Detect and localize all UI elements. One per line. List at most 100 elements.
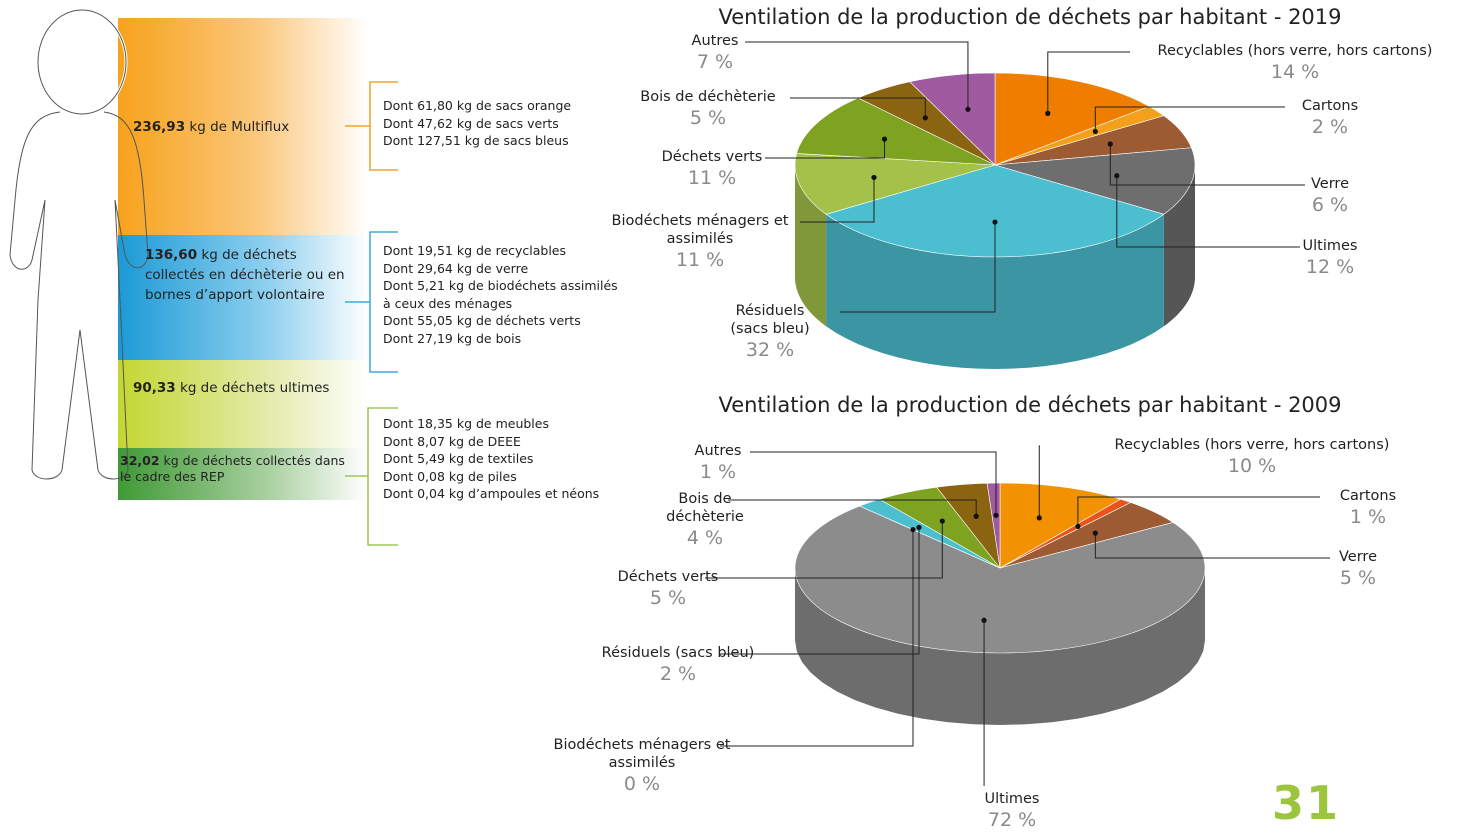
leader-line [728,499,977,517]
slice-label: Recyclables (hors verre, hors cartons) 14… [1130,42,1460,84]
slice-label: Cartons 1 % [1318,487,1418,529]
value-label: 2 % [659,663,697,685]
value-label: 72 % [987,809,1037,831]
leader-dot [939,518,945,524]
value-label: 7 % [696,51,734,73]
pie-slice [909,72,996,166]
amount-text: kg de déchets collectés dans le cadre de… [120,453,345,484]
value-label: 0 % [623,773,661,795]
value-label: 10 % [1227,455,1277,477]
value-label: 1 % [699,461,737,483]
value-label: 2 % [1311,116,1349,138]
leader-line [1038,445,1040,518]
leader-line [765,139,886,159]
block-text: 32,02 kg de déchets collectés dans le ca… [120,453,360,485]
value-label: 5 % [1339,567,1377,589]
slice-label: Biodéchets ménagers et assimilés 0 % [542,736,742,796]
slice-label: Autres 1 % [668,442,768,484]
category-name: Autres [691,33,739,49]
category-name: Ultimes [984,791,1040,807]
pie-slice [794,505,1206,654]
leader-dot [992,219,998,225]
leader-line [720,527,920,655]
value-label: 4 % [686,527,724,549]
pie-slice [794,153,996,215]
leader-line [720,529,914,747]
leader-line [1109,144,1305,186]
value-label: 11 % [675,249,725,271]
slice-label: Autres 7 % [665,32,765,74]
details: Dont 19,51 kg de recyclables Dont 29,64 k… [383,242,619,347]
slice-label: Verre 6 % [1270,175,1390,217]
brackets [345,81,398,546]
leader-dot [973,513,979,519]
page-number: 31 [1272,776,1341,830]
pie-slice [986,482,1001,569]
detail-line: Dont 0,04 kg d’ampoules et néons [383,486,600,501]
detail-line: Dont 8,07 kg de DEEE [383,433,521,449]
leader-line [800,177,875,223]
amount-text: kg de déchets ultimes [180,380,330,396]
category-name: Cartons [1339,488,1397,504]
leader-dot [1107,141,1113,147]
category-name: Résiduels (sacs bleu) [601,645,755,661]
detail-line: Dont 19,51 kg de recyclables [383,243,567,258]
leader-line [750,451,997,516]
slice-label: Ultimes 12 % [1270,237,1390,279]
leader-dot [910,526,916,533]
amount-text: kg de déchets collectés en déchèterie ou… [145,247,345,303]
block-text: 90,33 kg de déchets ultimes [133,378,363,398]
chart-title: Ventilation de la production de déchets … [718,5,1342,29]
slice-label: Bois de déchèterie 5 % [613,88,803,130]
value-label: 32 % [745,339,795,361]
block-text: 136,60 kg de déchets collectés en déchèt… [145,245,345,305]
leader-line [1094,533,1330,559]
pie-slice [994,72,1150,166]
slice-label: Résiduels (sacs bleu) 2 % [578,644,778,686]
amount: 32,02 [120,453,160,468]
leader-dot [1092,530,1098,536]
leader-dot [871,174,877,181]
leader-line [790,97,926,118]
category-name: Cartons [1301,98,1359,114]
slice-label: Recyclables (hors verre, hors cartons) 10… [1102,436,1402,478]
slice-label: Biodéchets ménagers et assimilés 11 % [605,212,795,272]
leader-line [840,222,996,313]
pie-slice [796,97,996,166]
leader-dot [1075,523,1081,529]
pies [705,41,1330,786]
category-name: Bois de déchèterie [640,89,776,105]
block-bg [118,448,368,500]
detail-line: Dont 61,80 kg de sacs orange [383,98,572,113]
detail-line: Dont 5,49 kg de textiles [383,451,534,466]
category-name: Déchets verts [617,569,719,585]
chart-title: Ventilation de la production de déchets … [718,393,1342,417]
value-label: 5 % [649,587,687,609]
block-text: 236,93 kg de Multiflux [133,117,363,137]
leader-line [1094,106,1285,132]
leader-dot [981,617,987,623]
leader-dot [1045,110,1051,116]
leader-line [1077,496,1320,527]
slice-label: Déchets verts 5 % [578,568,758,610]
leader-dot [1092,128,1098,135]
leader-line [745,41,969,110]
value-label: 6 % [1311,194,1349,216]
block-bg [118,360,368,448]
slice-label: Cartons 2 % [1270,97,1390,139]
detail-line: Dont 127,51 kg de sacs bleus [383,133,569,148]
detail-line: Dont 0,08 kg de piles [383,468,517,484]
block-bg [118,18,368,235]
category-name: Verre [1339,549,1377,565]
person-outline [9,8,149,480]
category-name: Verre [1311,176,1349,192]
pie-side [795,568,1205,725]
category-name: Recyclables (hors verre, hors cartons) [1157,43,1433,59]
leader-dot [1114,173,1120,179]
category-name: Ultimes [1302,238,1358,254]
slice-label: Déchets verts 11 % [637,148,787,190]
leader-line [1116,175,1300,248]
detail-line: Dont 27,19 kg de bois [383,330,522,346]
